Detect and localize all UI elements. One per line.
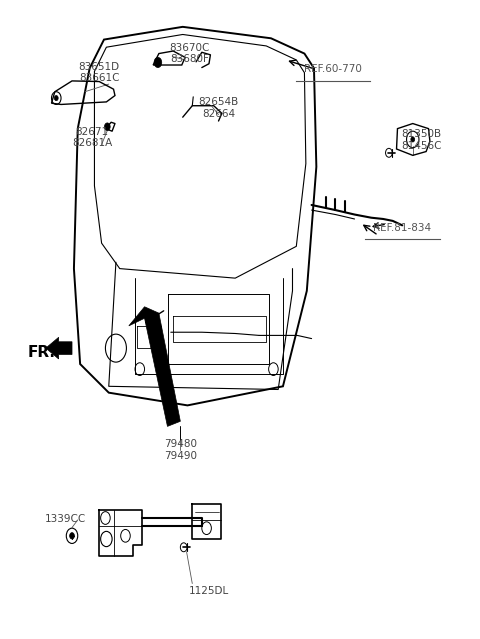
Polygon shape	[129, 307, 180, 426]
Text: 82654B
82664: 82654B 82664	[198, 98, 239, 119]
Text: 1339CC: 1339CC	[45, 514, 86, 523]
Text: 79480
79490: 79480 79490	[164, 439, 197, 461]
Text: REF.81-834: REF.81-834	[373, 223, 432, 233]
Circle shape	[154, 58, 162, 68]
Text: 1125DL: 1125DL	[189, 586, 229, 596]
Text: 83651D
83661C: 83651D 83661C	[79, 62, 120, 84]
Text: 81350B
81456C: 81350B 81456C	[401, 129, 442, 151]
Text: FR.: FR.	[28, 345, 56, 360]
Text: 82671
82681A: 82671 82681A	[72, 127, 112, 148]
Circle shape	[70, 533, 74, 539]
Circle shape	[105, 123, 110, 130]
Text: REF.60-770: REF.60-770	[304, 65, 362, 75]
Circle shape	[54, 96, 58, 100]
Polygon shape	[46, 337, 72, 359]
Circle shape	[411, 137, 415, 142]
Text: 83670C
83680F: 83670C 83680F	[170, 43, 210, 65]
